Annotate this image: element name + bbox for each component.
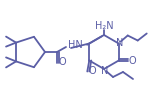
Text: H₂N: H₂N [95, 21, 113, 31]
Text: O: O [129, 56, 137, 66]
Text: N: N [101, 66, 109, 76]
Text: O: O [88, 66, 96, 77]
Text: O: O [58, 57, 66, 67]
Text: N: N [116, 38, 123, 47]
Text: HN: HN [68, 40, 83, 50]
